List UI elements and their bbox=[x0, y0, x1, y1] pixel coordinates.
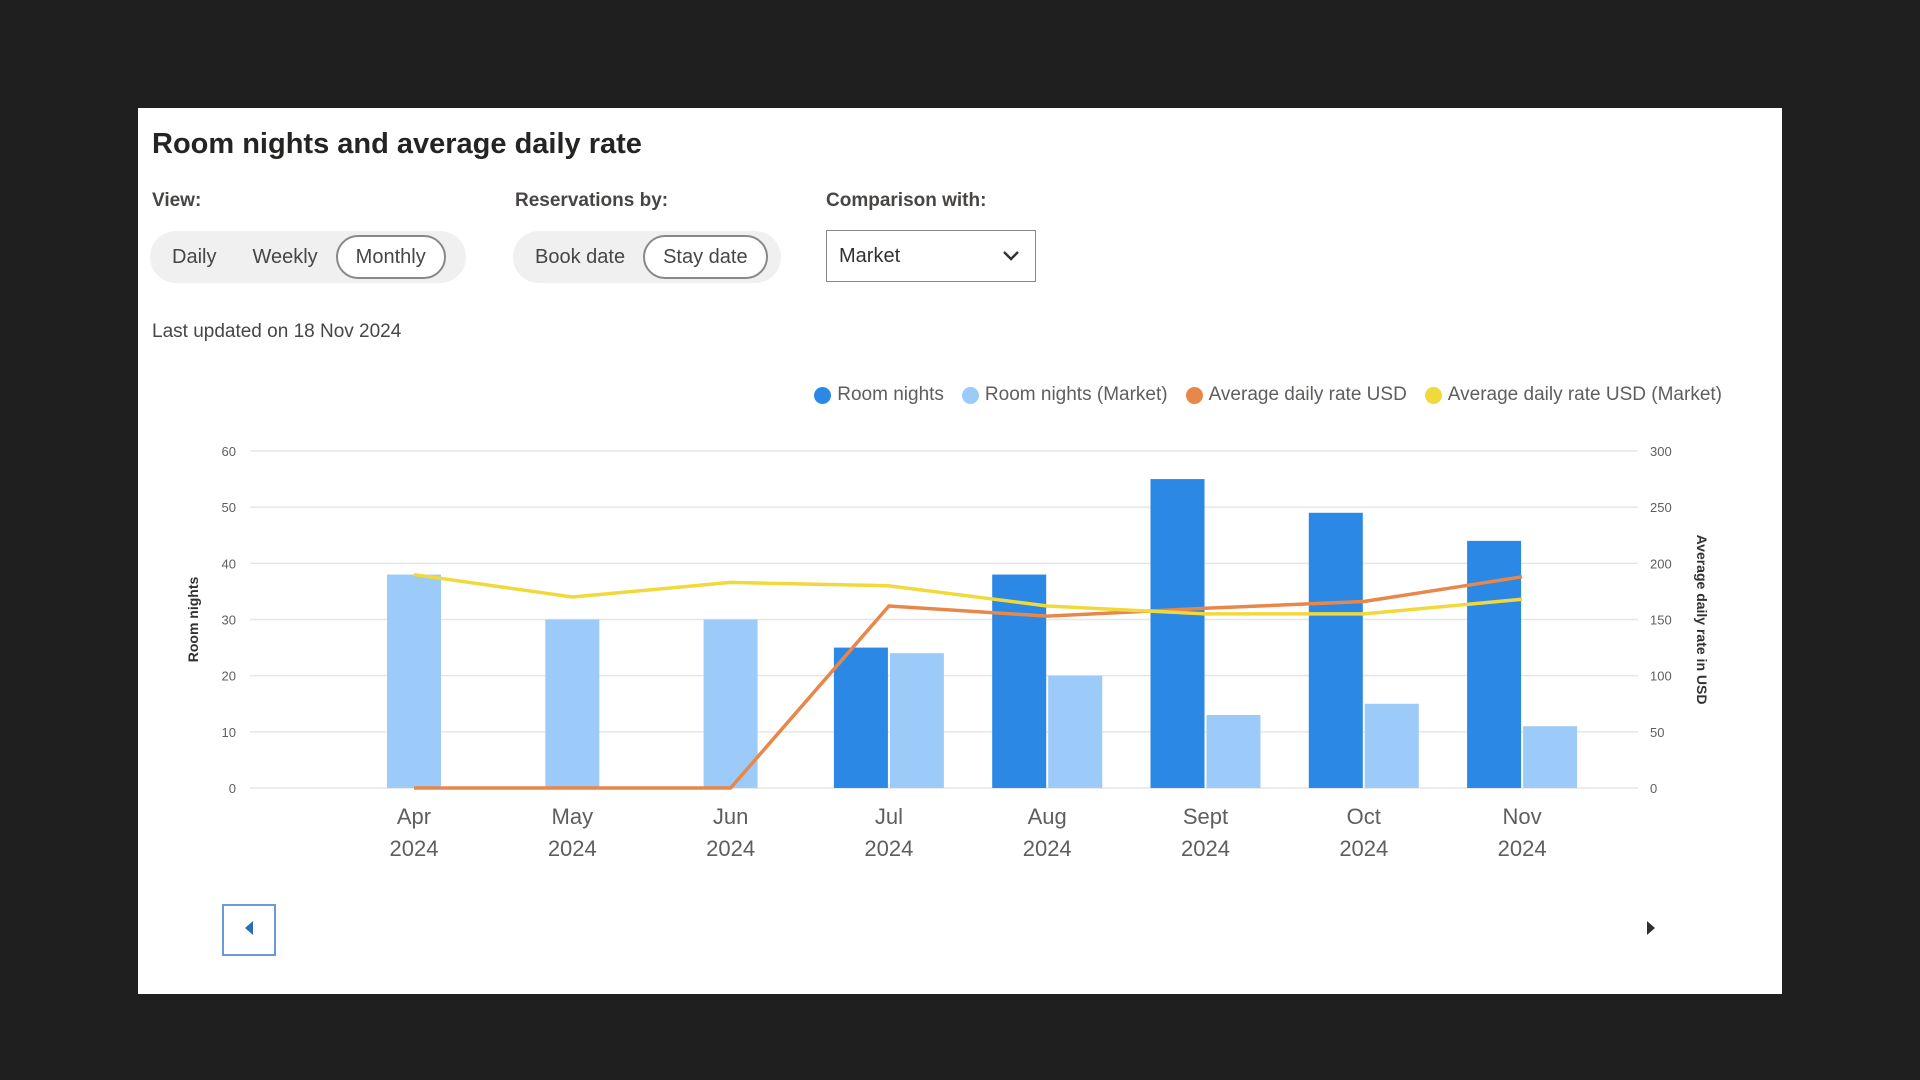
line-average-daily-rate bbox=[414, 575, 1523, 790]
comparison-dropdown[interactable]: Market bbox=[826, 230, 1036, 282]
comparison-value: Market bbox=[839, 244, 901, 267]
caret-left-icon bbox=[242, 919, 256, 942]
bar-room-nights-market bbox=[703, 619, 758, 788]
bar-room-nights-market bbox=[387, 574, 441, 788]
view-daily-button[interactable]: Daily bbox=[172, 246, 217, 268]
x-tick-label-year: 2024 bbox=[1181, 836, 1230, 861]
y-tick-label: 60 bbox=[222, 444, 236, 459]
legend-swatch bbox=[814, 386, 832, 404]
bar-room-nights-market bbox=[1523, 726, 1578, 788]
x-tick-label-year: 2024 bbox=[706, 836, 755, 861]
y2-tick-label: 150 bbox=[1650, 613, 1672, 628]
last-updated-text: Last updated on 18 Nov 2024 bbox=[152, 321, 402, 342]
legend-swatch bbox=[1185, 386, 1203, 404]
bar-room-nights-market bbox=[1048, 675, 1103, 788]
legend-label: Room nights (Market) bbox=[984, 384, 1168, 405]
view-weekly-button[interactable]: Weekly bbox=[252, 246, 318, 268]
book-date-button[interactable]: Book date bbox=[535, 246, 626, 268]
y-tick-label: 30 bbox=[222, 613, 236, 628]
caret-right-icon bbox=[1644, 919, 1658, 942]
x-tick-label-year: 2024 bbox=[390, 836, 439, 861]
reservations-label: Reservations by: bbox=[515, 190, 669, 211]
y-tick-label: 40 bbox=[222, 556, 236, 571]
legend-swatch bbox=[961, 386, 979, 404]
x-tick-label: May bbox=[552, 804, 594, 829]
card-title: Room nights and average daily rate bbox=[152, 128, 642, 160]
legend-label: Average daily rate USD (Market) bbox=[1447, 384, 1722, 405]
x-tick-label: Oct bbox=[1347, 804, 1381, 829]
x-tick-label: Jun bbox=[713, 804, 748, 829]
bar-room-nights bbox=[992, 574, 1047, 788]
bar-room-nights-market bbox=[545, 619, 600, 788]
y2-axis-title: Average daily rate in USD bbox=[1694, 535, 1710, 705]
y2-tick-label: 200 bbox=[1650, 556, 1672, 571]
y2-tick-label: 100 bbox=[1650, 669, 1672, 684]
y2-tick-label: 250 bbox=[1650, 500, 1672, 515]
legend-swatch bbox=[1424, 386, 1442, 404]
x-tick-label: Aug bbox=[1028, 804, 1067, 829]
x-tick-label: Apr bbox=[397, 804, 431, 829]
y2-tick-label: 300 bbox=[1650, 444, 1672, 459]
y-tick-label: 50 bbox=[222, 500, 236, 515]
y-axis-title: Room nights bbox=[185, 577, 201, 663]
chart-card: Room nights and average daily rate View:… bbox=[138, 108, 1782, 994]
bar-room-nights bbox=[1308, 512, 1363, 788]
x-tick-label-year: 2024 bbox=[548, 836, 597, 861]
chevron-down-icon bbox=[1001, 245, 1021, 268]
chart-legend: Room nights Room nights (Market) Average… bbox=[814, 384, 1722, 406]
x-tick-label: Nov bbox=[1503, 804, 1542, 829]
combo-chart: 0 10 20 30 40 50 60 0 50 100 150 200 250 300 Room nigh… bbox=[185, 444, 1710, 861]
x-tick-label-year: 2024 bbox=[1339, 836, 1388, 861]
next-period-button[interactable] bbox=[1624, 904, 1678, 956]
view-toggle: Daily Weekly Monthly bbox=[150, 231, 466, 283]
line-average-daily-rate-market bbox=[413, 572, 1523, 616]
view-monthly-button[interactable]: Monthly bbox=[335, 235, 446, 279]
x-tick-label: Sept bbox=[1183, 804, 1228, 829]
y2-tick-label: 50 bbox=[1650, 725, 1664, 740]
bar-room-nights-market bbox=[889, 653, 944, 788]
legend-label: Room nights bbox=[837, 384, 944, 405]
y-tick-label: 20 bbox=[222, 669, 236, 684]
y2-tick-label: 0 bbox=[1650, 781, 1657, 796]
legend-label: Average daily rate USD bbox=[1208, 384, 1407, 405]
view-label: View: bbox=[152, 190, 202, 211]
x-tick-label-year: 2024 bbox=[864, 836, 913, 861]
legend-item-room-nights-market[interactable]: Room nights (Market) bbox=[961, 384, 1168, 406]
previous-period-button[interactable] bbox=[222, 904, 276, 956]
x-tick-label-year: 2024 bbox=[1498, 836, 1547, 861]
reservations-toggle: Book date Stay date bbox=[513, 231, 781, 283]
bar-room-nights bbox=[833, 647, 888, 788]
stay-date-button[interactable]: Stay date bbox=[643, 235, 768, 279]
x-tick-label-year: 2024 bbox=[1023, 836, 1072, 861]
bar-room-nights bbox=[1150, 479, 1205, 788]
bar-room-nights-market bbox=[1364, 703, 1419, 788]
bar-room-nights-market bbox=[1206, 714, 1261, 788]
y-tick-label: 10 bbox=[222, 725, 236, 740]
legend-item-adr[interactable]: Average daily rate USD bbox=[1185, 384, 1407, 406]
legend-item-adr-market[interactable]: Average daily rate USD (Market) bbox=[1424, 384, 1722, 406]
y-tick-label: 0 bbox=[229, 781, 236, 796]
comparison-label: Comparison with: bbox=[826, 190, 987, 211]
x-tick-label: Jul bbox=[875, 804, 903, 829]
legend-item-room-nights[interactable]: Room nights bbox=[814, 384, 944, 406]
